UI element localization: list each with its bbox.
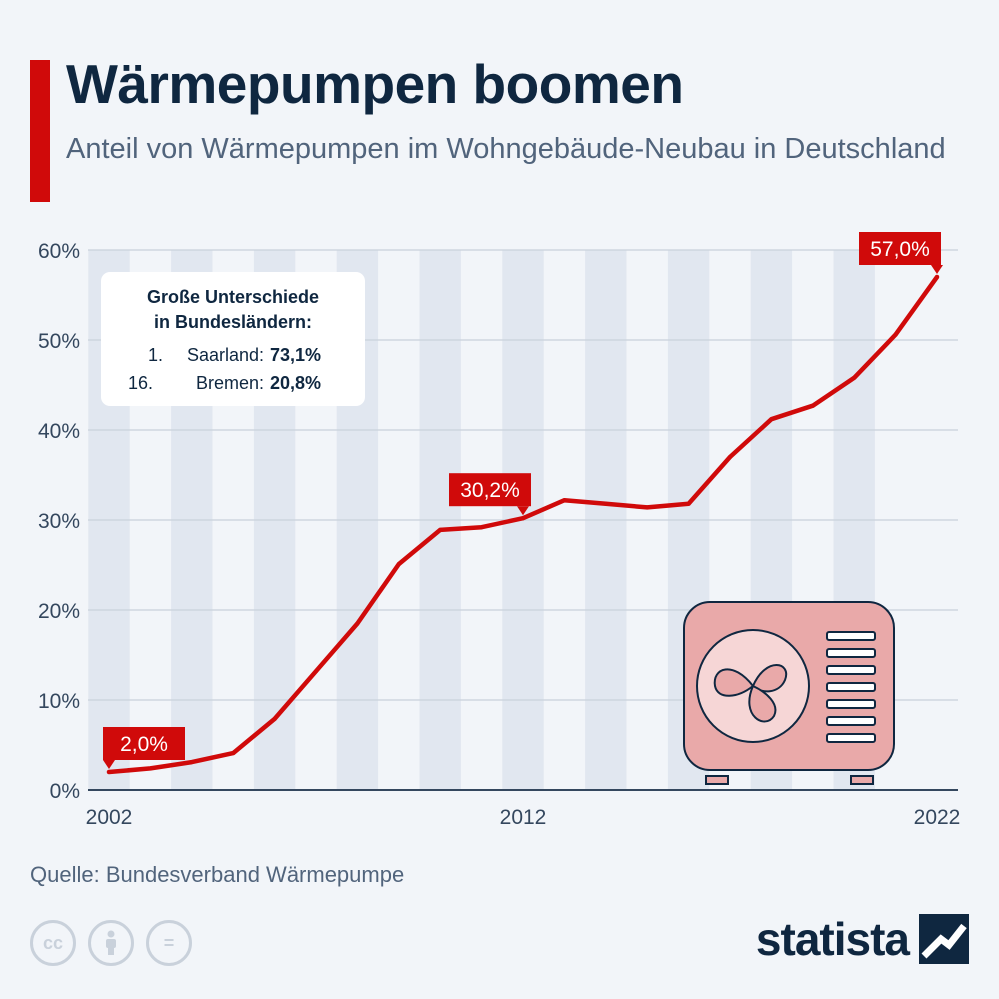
info-box-heading-line1: Große Unterschiede bbox=[147, 287, 319, 307]
data-point bbox=[562, 498, 567, 503]
y-tick-label: 30% bbox=[38, 510, 80, 533]
data-label-callout: 57,0% bbox=[859, 232, 943, 274]
data-point bbox=[603, 501, 608, 506]
data-label-pointer bbox=[103, 760, 115, 769]
info-box-value: 20,8% bbox=[270, 373, 321, 393]
data-point bbox=[645, 505, 650, 510]
x-tick-label: 2012 bbox=[500, 806, 547, 829]
brand-name: statista bbox=[755, 913, 910, 965]
y-tick-label: 60% bbox=[38, 240, 80, 263]
info-box-value: 73,1% bbox=[270, 345, 321, 365]
data-point bbox=[935, 275, 939, 279]
data-label-box bbox=[103, 727, 185, 760]
data-label: 2,0% bbox=[120, 733, 168, 756]
x-tick-label: 2022 bbox=[914, 806, 961, 829]
data-point bbox=[810, 403, 815, 408]
license-icons: cc = bbox=[30, 920, 192, 966]
heat-pump-unit-icon bbox=[683, 601, 895, 785]
data-point bbox=[728, 455, 732, 459]
data-label-pointer bbox=[517, 506, 529, 516]
info-box: Große Unterschiede in Bundesländern: 1. … bbox=[101, 272, 365, 406]
data-point bbox=[686, 501, 691, 506]
page-subtitle: Anteil von Wärmepumpen im Wohngebäude-Ne… bbox=[66, 133, 946, 165]
y-axis: 0% 10% 20% 30% 40% 50% 60% bbox=[38, 240, 80, 803]
chart-annotations: 2,0% 30,2% 57,0% bbox=[103, 232, 943, 769]
y-tick-label: 40% bbox=[38, 420, 80, 443]
y-tick-label: 0% bbox=[50, 780, 80, 803]
data-point bbox=[231, 751, 236, 756]
info-box-heading-line2: in Bundesländern: bbox=[154, 312, 312, 332]
by-icon[interactable] bbox=[88, 920, 134, 966]
data-point bbox=[189, 760, 194, 765]
data-point bbox=[355, 621, 360, 626]
info-box-rank: 1. bbox=[148, 345, 163, 365]
data-point bbox=[438, 527, 443, 532]
data-point bbox=[893, 332, 898, 337]
statista-logo-icon bbox=[919, 914, 969, 964]
data-label-pointer bbox=[931, 265, 943, 274]
data-label-box bbox=[449, 473, 531, 507]
x-tick-label: 2002 bbox=[86, 806, 133, 829]
y-tick-label: 50% bbox=[38, 330, 80, 353]
cc-icon[interactable]: cc bbox=[30, 920, 76, 966]
y-tick-label: 10% bbox=[38, 690, 80, 713]
y-tick-label: 20% bbox=[38, 600, 80, 623]
nd-icon[interactable]: = bbox=[146, 920, 192, 966]
line-chart: 0% 10% 20% 30% 40% 50% 60% 2002 2012 2022 2,0% 30… bbox=[38, 232, 961, 829]
data-point bbox=[314, 669, 318, 674]
chart-series bbox=[106, 274, 940, 775]
data-point bbox=[852, 375, 857, 380]
info-box-rank: 16. bbox=[128, 373, 153, 393]
data-point bbox=[107, 770, 111, 774]
data-label: 30,2% bbox=[460, 479, 520, 502]
info-box-state: Saarland: bbox=[187, 345, 264, 365]
accent-bar bbox=[30, 60, 50, 202]
data-point bbox=[272, 716, 277, 721]
data-point bbox=[148, 766, 153, 771]
data-point bbox=[769, 417, 774, 422]
data-point bbox=[396, 562, 401, 567]
data-label: 57,0% bbox=[870, 238, 930, 261]
data-label-callout: 30,2% bbox=[449, 473, 531, 516]
x-axis: 2002 2012 2022 bbox=[86, 806, 961, 829]
page-title: Wärmepumpen boomen bbox=[66, 53, 684, 115]
info-box-state: Bremen: bbox=[196, 373, 264, 393]
data-label-callout: 2,0% bbox=[103, 727, 185, 769]
source-note: Quelle: Bundesverband Wärmepumpe bbox=[30, 862, 405, 887]
data-point bbox=[521, 516, 525, 521]
brand[interactable]: statista bbox=[756, 912, 969, 966]
data-label-box bbox=[859, 232, 941, 265]
data-point bbox=[479, 525, 484, 530]
